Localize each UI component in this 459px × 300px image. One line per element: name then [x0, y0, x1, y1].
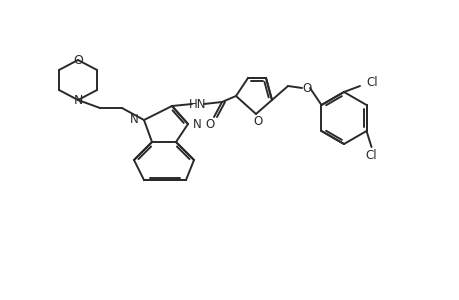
Text: O: O — [253, 115, 262, 128]
Text: Cl: Cl — [365, 148, 376, 161]
Text: N: N — [73, 94, 83, 106]
Text: Cl: Cl — [365, 76, 377, 88]
Text: O: O — [302, 82, 311, 94]
Text: N: N — [193, 118, 202, 130]
Text: N: N — [130, 112, 139, 125]
Text: O: O — [73, 53, 83, 67]
Text: HN: HN — [189, 98, 206, 110]
Text: O: O — [205, 118, 214, 130]
